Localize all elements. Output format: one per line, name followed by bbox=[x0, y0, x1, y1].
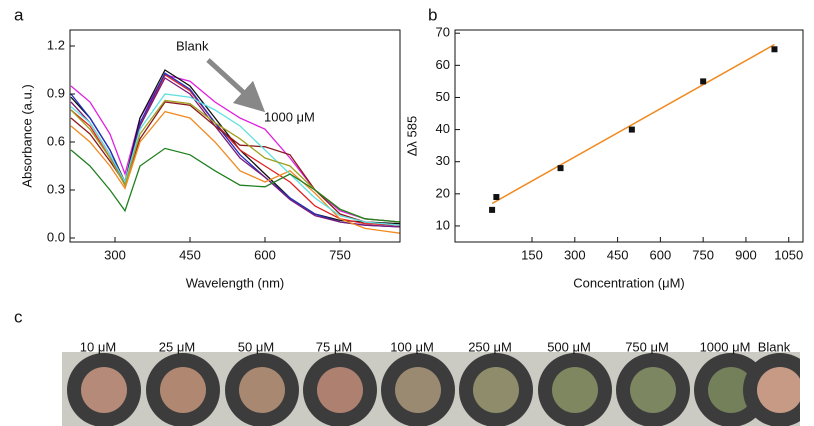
spectrum-line bbox=[70, 147, 401, 223]
x-tick-label: 300 bbox=[104, 247, 126, 262]
y-axis-label: Absorbance (a.u.) bbox=[19, 84, 34, 187]
panel-label: c bbox=[14, 307, 23, 326]
well-spot bbox=[630, 367, 676, 413]
well-spot bbox=[317, 367, 363, 413]
data-point bbox=[557, 165, 564, 172]
y-tick-label: 0.6 bbox=[47, 133, 65, 148]
x-tick-label: 750 bbox=[329, 247, 351, 262]
well-label: 100 μM bbox=[390, 339, 434, 354]
well-label: 50 μM bbox=[238, 339, 274, 354]
well-spot bbox=[239, 367, 285, 413]
x-tick-label: 600 bbox=[254, 247, 276, 262]
y-tick-label: 30 bbox=[436, 153, 450, 168]
annotation: 1000 μM bbox=[264, 109, 315, 124]
well-spot bbox=[757, 367, 800, 413]
y-tick-label: 70 bbox=[436, 25, 450, 40]
well-label: 75 μM bbox=[316, 339, 352, 354]
well-spot bbox=[160, 367, 206, 413]
spectrum-line bbox=[70, 93, 401, 226]
well-label: 750 μM bbox=[625, 339, 669, 354]
data-point bbox=[628, 126, 635, 133]
data-point bbox=[771, 46, 778, 53]
plot-frame bbox=[69, 29, 401, 243]
x-tick-label: 300 bbox=[564, 247, 586, 262]
y-tick-label: 20 bbox=[436, 185, 450, 200]
x-axis-label: Wavelength (nm) bbox=[186, 275, 285, 290]
well-spot bbox=[395, 367, 441, 413]
x-tick-label: 900 bbox=[735, 247, 757, 262]
well-label: 250 μM bbox=[468, 339, 512, 354]
y-axis-label: Δλ 585 bbox=[404, 116, 419, 157]
x-tick-label: 750 bbox=[692, 247, 714, 262]
x-tick-label: 1050 bbox=[774, 247, 803, 262]
well-spot bbox=[708, 367, 754, 413]
panel-label: a bbox=[14, 5, 24, 24]
arrow bbox=[206, 58, 266, 113]
y-tick-label: 60 bbox=[436, 57, 450, 72]
well-spot bbox=[473, 367, 519, 413]
spectrum-line bbox=[70, 101, 401, 226]
well-label: 10 μM bbox=[80, 339, 116, 354]
data-point bbox=[489, 206, 496, 213]
y-tick-label: 50 bbox=[436, 89, 450, 104]
wells bbox=[67, 353, 800, 426]
well-label: 1000 μM bbox=[700, 339, 751, 354]
spectrum-line bbox=[70, 69, 401, 225]
well-label: 500 μM bbox=[547, 339, 591, 354]
plot-frame bbox=[454, 29, 804, 243]
data-point bbox=[700, 78, 707, 85]
x-tick-label: 150 bbox=[521, 247, 543, 262]
fit-line bbox=[491, 43, 775, 205]
x-tick-label: 450 bbox=[179, 247, 201, 262]
spectrum-line bbox=[70, 74, 401, 223]
y-tick-label: 0.0 bbox=[47, 229, 65, 244]
well-label: Blank bbox=[758, 339, 791, 354]
y-tick-label: 0.9 bbox=[47, 85, 65, 100]
panel-label: b bbox=[428, 5, 437, 24]
y-tick-label: 1.2 bbox=[47, 37, 65, 52]
x-axis-label: Concentration (μM) bbox=[573, 275, 685, 290]
annotation: Blank bbox=[176, 38, 209, 53]
x-tick-label: 600 bbox=[650, 247, 672, 262]
y-tick-label: 0.3 bbox=[47, 181, 65, 196]
well-spot bbox=[81, 367, 127, 413]
x-tick-label: 450 bbox=[607, 247, 629, 262]
y-tick-label: 40 bbox=[436, 121, 450, 136]
well-label: 25 μM bbox=[159, 339, 195, 354]
y-tick-label: 10 bbox=[436, 217, 450, 232]
well-spot bbox=[552, 367, 598, 413]
data-point bbox=[493, 194, 500, 201]
